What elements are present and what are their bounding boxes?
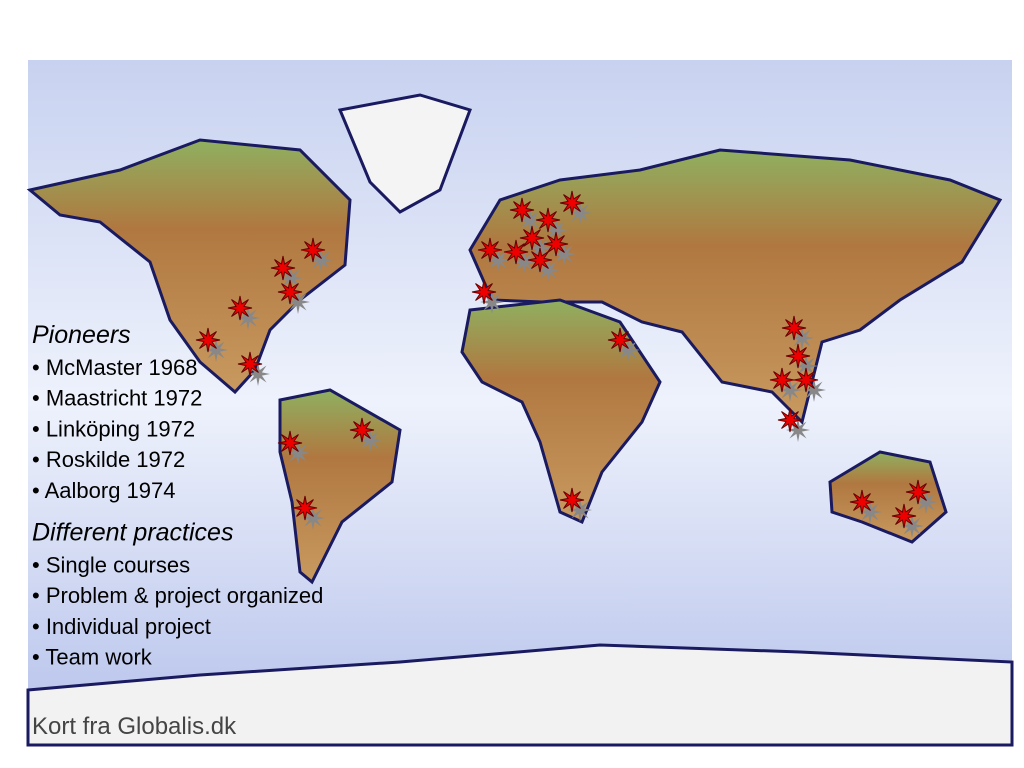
list-item: • Single courses (32, 553, 190, 578)
africa (460, 298, 662, 525)
eurasia (468, 148, 1003, 425)
section-heading: Different practices (32, 519, 233, 547)
marker (471, 279, 497, 305)
markers (195, 190, 938, 538)
marker (535, 207, 561, 233)
list-item: • Problem & project organized (32, 583, 323, 608)
marker (793, 367, 819, 393)
list-item: • Linköping 1972 (32, 416, 195, 441)
list-item: • Team work (32, 645, 153, 670)
list-item: • Maastricht 1972 (32, 386, 202, 411)
credit: Kort fra Globalis.dk (32, 713, 237, 740)
marker (349, 417, 375, 443)
marker (270, 255, 296, 281)
marker (292, 495, 318, 521)
marker (769, 367, 795, 393)
marker (300, 237, 326, 263)
marker (227, 295, 253, 321)
text-box: Pioneers • McMaster 1968 • Maastricht 1972… (32, 321, 323, 670)
australia (828, 450, 948, 544)
list-item: • McMaster 1968 (32, 355, 197, 380)
marker (543, 231, 569, 257)
marker (559, 487, 585, 513)
marker (503, 239, 529, 265)
marker (849, 489, 875, 515)
north-america (26, 138, 352, 395)
section-heading: Pioneers (32, 321, 131, 349)
list-item: • Individual project (32, 614, 211, 639)
marker (527, 247, 553, 273)
greenland (337, 93, 472, 214)
antarctica (26, 643, 1014, 747)
marker (607, 327, 633, 353)
map (26, 60, 1014, 747)
marker (559, 190, 585, 216)
marker (509, 197, 535, 223)
marker (785, 343, 811, 369)
list-item: • Aalborg 1974 (32, 478, 175, 503)
marker (237, 351, 263, 377)
marker (519, 225, 545, 251)
list-item: • Roskilde 1972 (32, 447, 185, 472)
marker (277, 279, 303, 305)
marker (777, 407, 803, 433)
marker (277, 430, 303, 456)
marker (905, 479, 931, 505)
marker (477, 237, 503, 263)
marker (195, 327, 221, 353)
marker (891, 503, 917, 529)
marker (781, 315, 807, 341)
